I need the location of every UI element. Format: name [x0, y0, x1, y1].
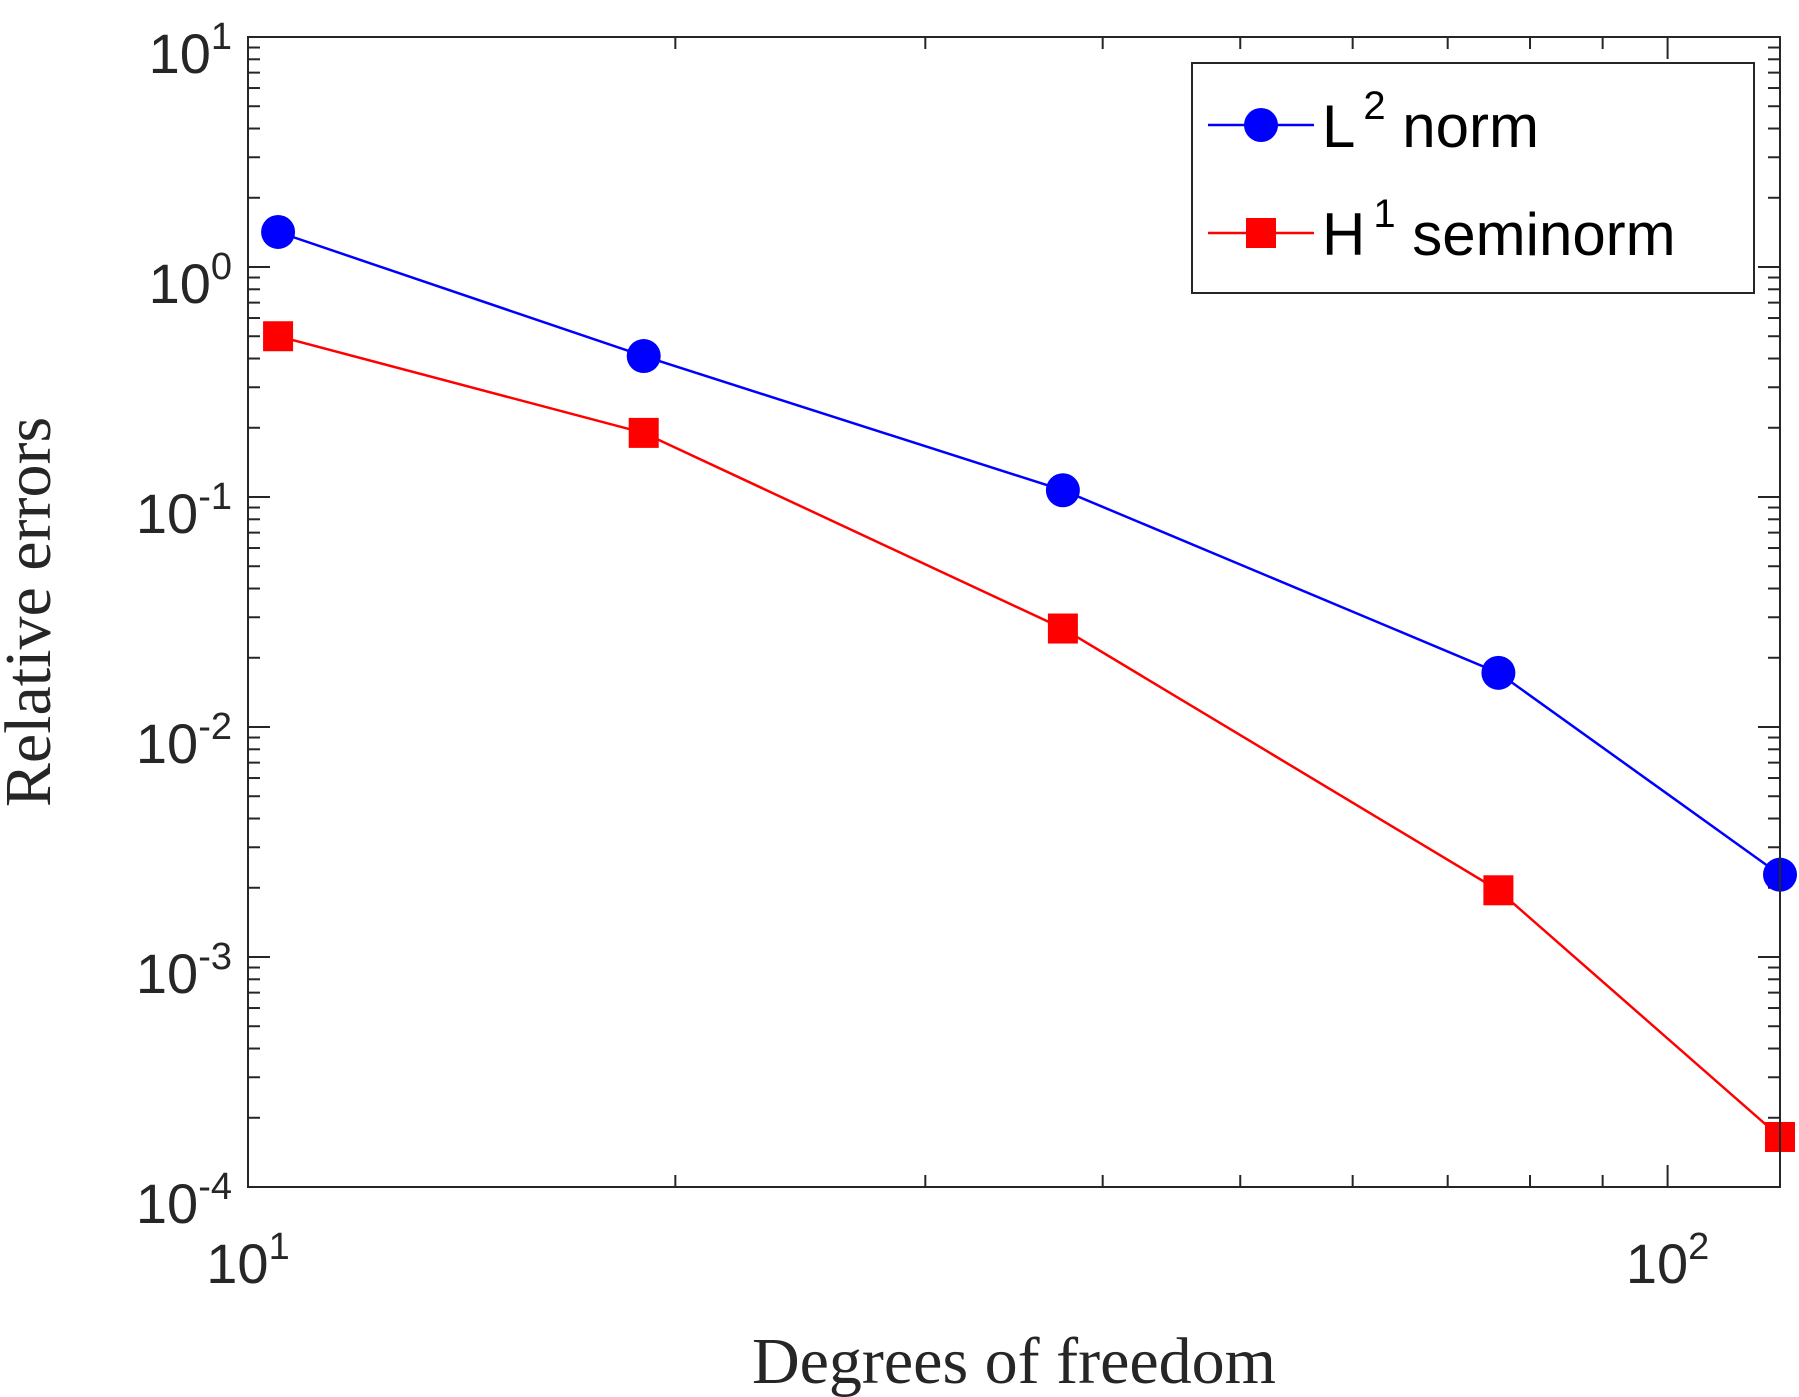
legend-marker [1244, 108, 1278, 142]
x-tick-label: 101 [206, 1226, 289, 1295]
y-tick-label: 10-2 [136, 706, 232, 775]
data-point [1047, 613, 1078, 644]
data-point [626, 339, 661, 374]
x-tick-label: 102 [1626, 1226, 1709, 1295]
data-point [263, 321, 294, 352]
legend-box [1191, 62, 1755, 294]
plot-frame [247, 36, 1781, 1188]
y-tick-label: 10-4 [136, 1166, 232, 1235]
y-tick-labels: 101 100 10-1 10-2 10-3 10-4 [136, 16, 232, 1235]
data-point [628, 417, 659, 448]
data-point [1045, 473, 1080, 508]
series-circle [261, 214, 1797, 892]
y-tick-label: 100 [149, 246, 232, 315]
y-tick-label: 101 [149, 16, 232, 85]
tick-marks [247, 36, 1780, 1188]
y-tick-label: 10-3 [136, 936, 232, 1005]
legend-marker [1246, 218, 1276, 248]
x-tick-labels: 101 102 [206, 1226, 1709, 1295]
x-axis-title: Degrees of freedom [752, 1325, 1276, 1397]
data-point [1483, 875, 1514, 906]
data-point [261, 214, 296, 249]
y-axis-title: Relative errors [0, 417, 65, 807]
data-point [1481, 655, 1516, 690]
y-tick-label: 10-1 [136, 476, 232, 545]
